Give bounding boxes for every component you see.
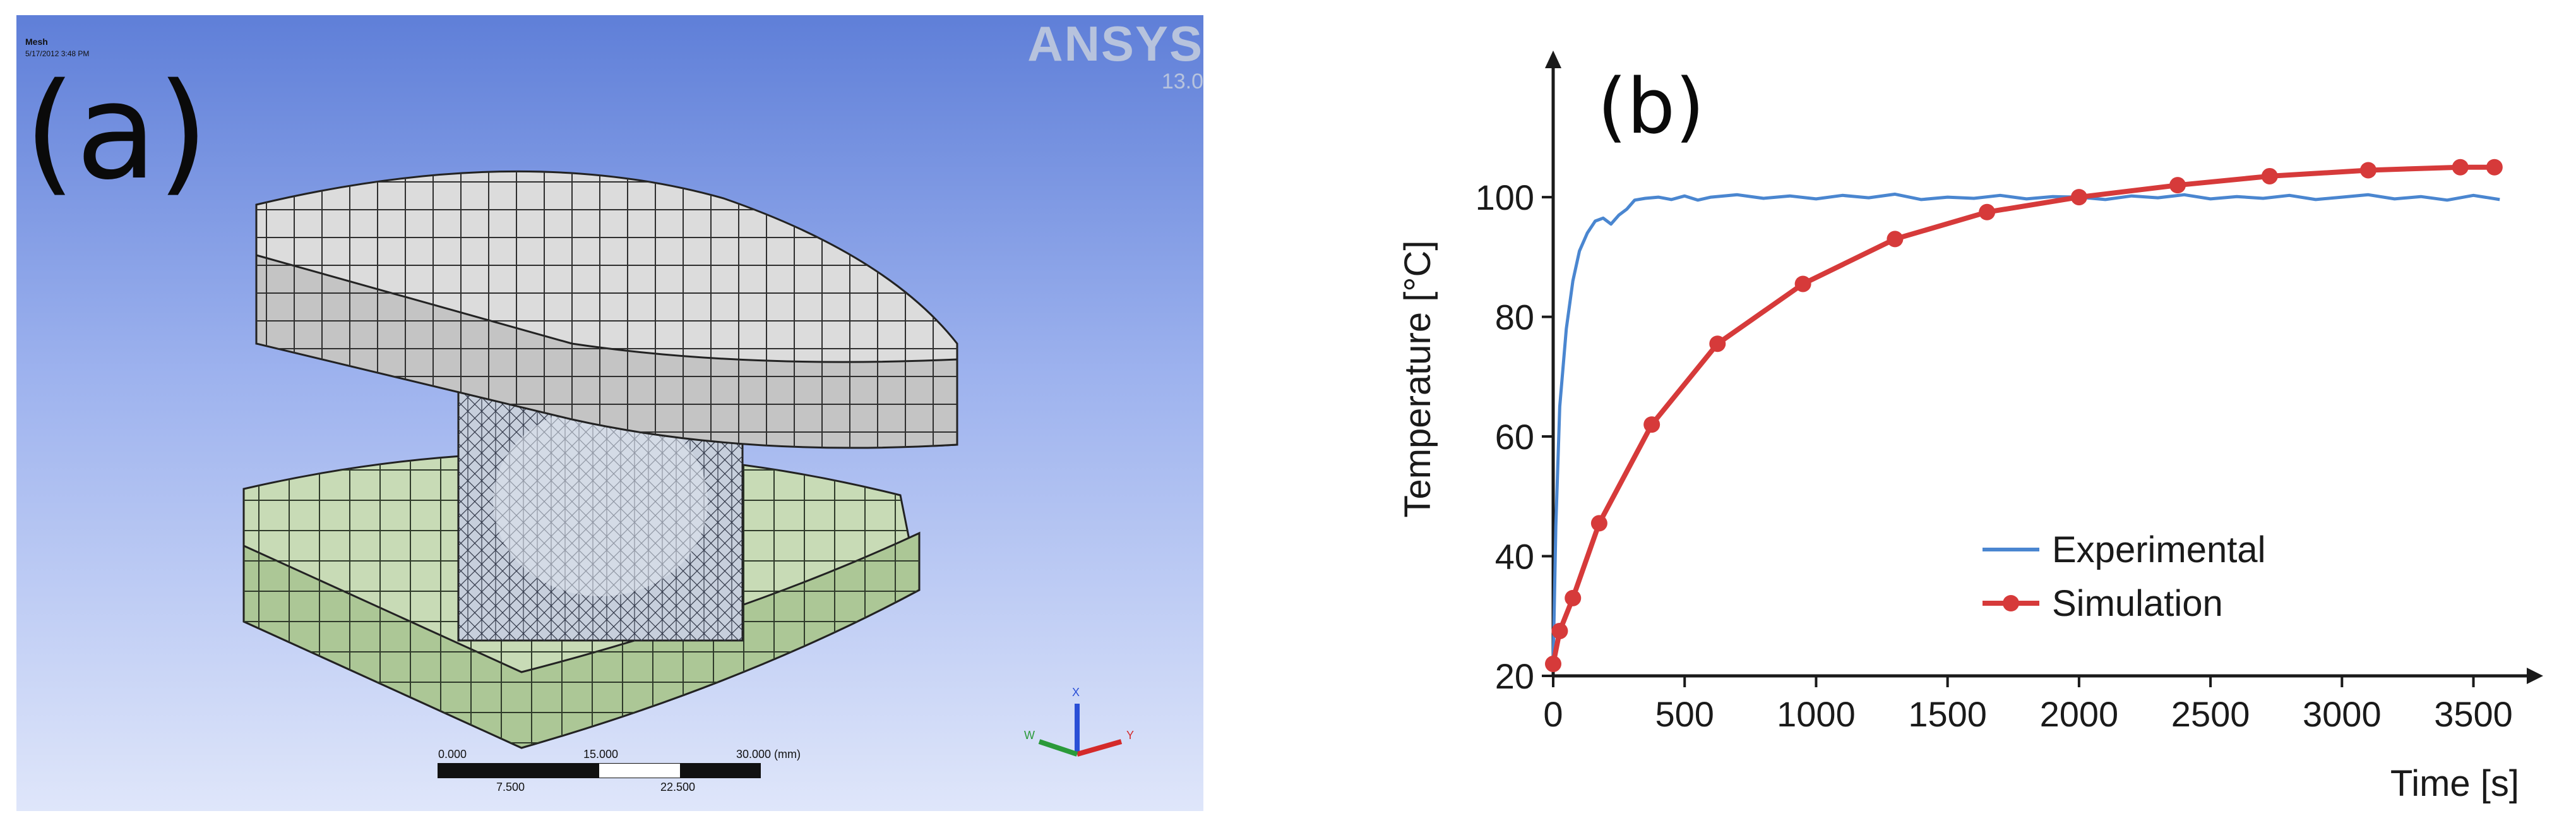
temperature-chart: (b) 0 500 1000 1500 2000 2500 3000 3500 20 40 60 80… <box>1345 38 2563 815</box>
y-tick-label: 40 <box>1495 537 1534 577</box>
simulation-point <box>1979 203 1996 220</box>
simulation-point <box>2261 167 2278 184</box>
x-tick-label: 2000 <box>2040 694 2119 734</box>
scale-label-22-5: 22.500 <box>660 781 696 793</box>
scale-label-0: 0.000 <box>438 748 467 761</box>
y-tick-label: 60 <box>1495 417 1534 457</box>
chart-axes <box>1545 51 2543 684</box>
simulation-point <box>2486 159 2503 176</box>
scale-label-15: 15.000 <box>583 748 619 761</box>
simulation-point <box>2070 189 2087 206</box>
x-axis-title: Time [s] <box>2390 763 2519 804</box>
x-tick-label: 3500 <box>2434 694 2513 734</box>
chart-ticks: 0 500 1000 1500 2000 2500 3000 3500 20 40 60 80 100 <box>1476 177 2513 734</box>
panel-a-letter: (a) <box>24 54 209 209</box>
scale-bar <box>438 763 761 778</box>
simulation-point <box>1545 656 1561 673</box>
simulation-point <box>1794 275 1811 292</box>
y-tick-label: 100 <box>1476 177 1534 217</box>
simulation-point <box>2169 177 2186 194</box>
y-tick-label: 80 <box>1495 298 1534 337</box>
x-tick-label: 1500 <box>1908 694 1987 734</box>
triad-label-x: X <box>1072 686 1080 699</box>
mesh-timestamp: 5/17/2012 3:48 PM <box>25 49 90 58</box>
experimental-line <box>1551 192 2500 665</box>
x-tick-label: 1000 <box>1777 694 1856 734</box>
series-experimental <box>1551 192 2500 665</box>
y-axis-title: Temperature [°C] <box>1397 240 1438 517</box>
simulation-point <box>1551 622 1568 639</box>
simulation-point <box>1887 231 1904 248</box>
x-tick-label: 500 <box>1655 694 1714 734</box>
legend-experimental-label: Experimental <box>2052 529 2265 570</box>
axis-triad <box>1038 704 1123 757</box>
y-tick-label: 20 <box>1495 656 1534 696</box>
chart-canvas: (b) 0 500 1000 1500 2000 2500 3000 3500 20 40 60 80… <box>1397 51 2543 804</box>
mesh-viewport: Mesh 5/17/2012 3:48 PM ANSYS 13.0 <box>16 15 1203 811</box>
scale-label-30: 30.000 (mm) <box>736 748 801 761</box>
simulation-point <box>2452 159 2469 176</box>
panel-b-letter: (b) <box>1597 63 1705 151</box>
simulation-point <box>1565 589 1582 606</box>
mesh-model <box>242 170 1123 778</box>
x-tick-label: 3000 <box>2303 694 2382 734</box>
mesh-label: Mesh <box>25 37 48 47</box>
simulation-point <box>1709 335 1726 352</box>
simulation-point <box>2359 162 2376 179</box>
simulation-point <box>1590 515 1607 532</box>
series-simulation <box>1545 159 2503 673</box>
top-plate <box>255 170 958 449</box>
triad-label-w: W <box>1024 729 1035 742</box>
chart-legend: Experimental Simulation <box>1983 529 2265 624</box>
triad-label-y: Y <box>1126 729 1135 742</box>
ansys-logo: ANSYS <box>1027 16 1203 71</box>
simulation-point <box>1643 416 1661 433</box>
scale-label-7-5: 7.500 <box>496 781 525 793</box>
x-tick-label: 0 <box>1543 694 1563 734</box>
simulation-line <box>1551 164 2495 665</box>
x-tick-label: 2500 <box>2171 694 2250 734</box>
x-axis-arrow <box>2527 668 2543 684</box>
ansys-version: 13.0 <box>1161 69 1203 93</box>
legend-simulation-marker <box>2003 595 2019 611</box>
y-axis-arrow <box>1545 51 1561 68</box>
legend-simulation-label: Simulation <box>2052 583 2223 624</box>
